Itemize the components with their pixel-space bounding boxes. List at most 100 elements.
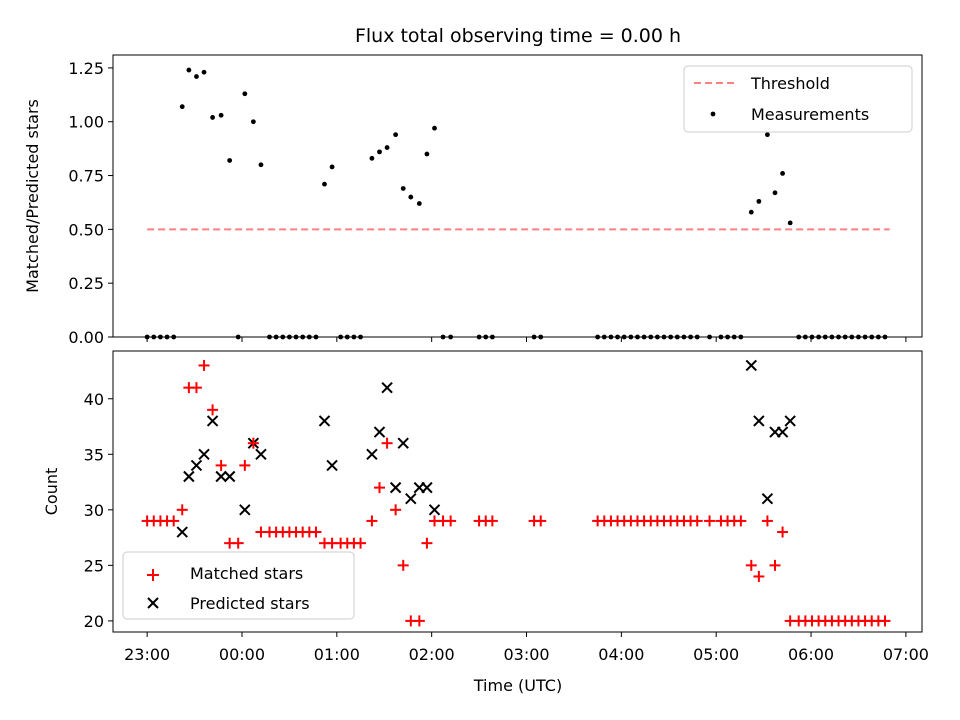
measurement-point	[322, 181, 327, 187]
x-axis-label: Time (UTC)	[473, 676, 562, 695]
legend-measurements-label: Measurements	[751, 105, 869, 124]
predicted-star-point	[745, 359, 757, 372]
measurement-point	[258, 162, 264, 168]
measurement-point	[416, 201, 422, 206]
matched-star-point	[704, 515, 716, 527]
measurement-point	[227, 158, 233, 163]
predicted-star-point	[397, 437, 409, 449]
matched-star-point	[374, 482, 386, 494]
measurement-point	[329, 164, 335, 170]
predicted-star-point	[366, 448, 378, 460]
measurement-point	[400, 186, 406, 191]
matched-star-point	[777, 526, 789, 538]
matched-star-point	[168, 515, 180, 527]
predicted-star-point	[389, 481, 402, 494]
legend-matched-label: Matched stars	[190, 564, 303, 583]
bottom-y-axis-label: Count	[42, 468, 61, 516]
predicted-star-point	[381, 381, 393, 394]
bottom-legend: Matched stars Predicted stars	[122, 551, 355, 620]
matched-star-point	[176, 504, 188, 516]
matched-star-point	[879, 615, 891, 627]
bottom-y-tick-label: 40	[84, 390, 104, 409]
predicted-star-point	[421, 481, 433, 494]
predicted-star-point	[428, 504, 441, 516]
matched-star-point	[215, 459, 227, 471]
measurement-point	[377, 149, 382, 155]
measurement-point	[748, 209, 754, 215]
top-panel: 0.00 0.25 0.50 0.75 1.00 1.25 Matched/Predict…	[23, 54, 923, 347]
bottom-y-tick-label: 25	[84, 556, 104, 575]
x-tick-label: 23:00	[124, 645, 170, 664]
top-axis-ticks: 0.00 0.25 0.50 0.75 1.00 1.25	[68, 59, 907, 347]
matched-star-point	[390, 504, 402, 516]
legend-predicted-label: Predicted stars	[190, 594, 310, 613]
measurement-point	[218, 112, 224, 118]
x-tick-label: 05:00	[693, 645, 739, 664]
measurement-points	[144, 67, 888, 340]
bottom-plot-frame	[112, 350, 923, 633]
bottom-panel: 20 25 30 35 40 23:00 00:00 01:00 02:00 03:00 04:00…	[42, 350, 929, 695]
top-y-tick-label: 0.25	[68, 274, 104, 293]
matched-star-point	[247, 437, 259, 449]
bottom-y-tick-label: 35	[84, 445, 104, 464]
matched-star-point	[445, 515, 457, 527]
measurement-point	[250, 119, 256, 125]
predicted-star-point	[318, 415, 331, 427]
measurement-point	[424, 151, 430, 157]
measurement-point	[787, 220, 793, 226]
matched-star-point	[735, 515, 747, 527]
legend-threshold-label: Threshold	[750, 74, 830, 93]
x-tick-label: 04:00	[598, 645, 644, 664]
measurement-point	[756, 198, 762, 204]
top-y-axis-label: Matched/Predicted stars	[23, 99, 42, 293]
matched-star-point	[207, 404, 219, 416]
measurement-point	[186, 67, 192, 73]
measurement-point	[772, 190, 778, 196]
measurement-point	[179, 104, 185, 110]
predicted-star-point	[326, 459, 338, 472]
predicted-star-point	[206, 415, 219, 427]
measurement-point	[242, 91, 248, 97]
matched-star-point	[535, 515, 547, 527]
matched-star-point	[190, 382, 202, 394]
predicted-star-point	[176, 526, 188, 538]
matched-star-point	[310, 526, 322, 538]
predicted-star-point	[405, 493, 417, 505]
measurement-point	[210, 115, 215, 120]
top-legend-box	[683, 65, 913, 133]
top-y-tick-label: 0.50	[68, 220, 104, 239]
measurement-point	[408, 194, 414, 200]
measurement-point	[384, 145, 390, 150]
matched-star-point	[486, 515, 498, 527]
matched-star-point	[232, 537, 244, 549]
measurement-point	[432, 125, 437, 131]
predicted-star-point	[373, 426, 386, 438]
matched-star-point	[745, 559, 757, 571]
x-tick-label: 07:00	[883, 645, 929, 664]
bottom-y-tick-label: 20	[84, 612, 104, 631]
x-tick-label: 01:00	[314, 645, 360, 664]
matched-star-point	[769, 559, 781, 571]
predicted-star-point	[784, 415, 796, 427]
predicted-star-point	[776, 426, 789, 438]
x-tick-label: 02:00	[409, 645, 455, 664]
measurement-point	[780, 170, 785, 176]
predicted-stars-points	[176, 359, 796, 538]
matched-star-point	[421, 537, 433, 549]
bottom-y-tick-label: 30	[84, 501, 104, 520]
predicted-star-point	[255, 448, 267, 460]
chart-title: Flux total observing time = 0.00 h	[355, 25, 681, 47]
matched-star-point	[381, 437, 393, 449]
matched-star-point	[366, 515, 378, 527]
bottom-axis-ticks: 20 25 30 35 40 23:00 00:00 01:00 02:00 03:00 04:00…	[84, 390, 929, 664]
legend-predicted-swatch	[147, 597, 159, 609]
matched-star-point	[355, 537, 367, 549]
measurement-point	[201, 69, 207, 75]
x-tick-label: 06:00	[788, 645, 834, 664]
matched-star-point	[691, 515, 703, 527]
predicted-star-point	[190, 459, 203, 472]
top-y-tick-label: 0.00	[68, 328, 104, 347]
legend-matched-swatch	[147, 569, 159, 581]
predicted-star-point	[198, 448, 210, 460]
